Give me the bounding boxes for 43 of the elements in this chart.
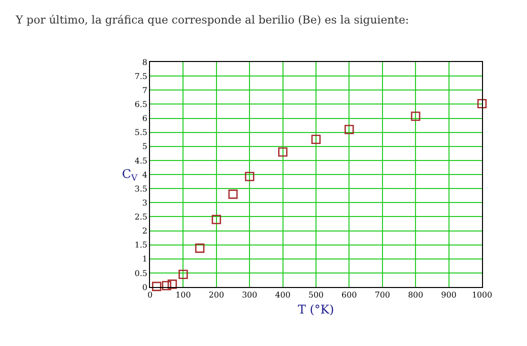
chart-title: Y por último, la gráfica que corresponde al berilio (Be) es la siguiente: xyxy=(14,13,409,26)
point xyxy=(477,98,487,108)
x-tick-label: 800 xyxy=(408,290,424,300)
point xyxy=(178,270,188,279)
point xyxy=(162,280,172,290)
point xyxy=(228,190,238,199)
x-tick-label: 300 xyxy=(242,290,258,300)
y-tick-label: 3 xyxy=(142,198,148,208)
x-tick-label: 1000 xyxy=(472,290,492,300)
x-tick-label: 400 xyxy=(275,290,290,300)
point xyxy=(278,147,288,157)
y-tick-label: 4.5 xyxy=(134,156,148,166)
x-tick-label: 600 xyxy=(342,290,357,300)
y-tick-label: 1.5 xyxy=(134,240,148,250)
point xyxy=(168,280,177,289)
y-tick-label: 8 xyxy=(142,58,148,67)
y-tick-label: 6.5 xyxy=(134,100,148,109)
y-tick-label: 0 xyxy=(142,282,148,292)
x-tick-label: 900 xyxy=(441,290,456,300)
x-tick-label: 700 xyxy=(374,290,390,300)
y-tick-label: 3.5 xyxy=(134,184,148,194)
point xyxy=(410,112,420,121)
point xyxy=(244,172,254,182)
y-tick-label: 7 xyxy=(142,86,148,95)
point xyxy=(212,214,222,224)
point xyxy=(152,282,162,292)
y-axis-title: C$_{V}$ xyxy=(122,167,138,183)
y-tick-label: 5.5 xyxy=(134,128,148,138)
x-tick-label: 100 xyxy=(176,290,191,300)
point xyxy=(195,244,204,253)
y-tick-label: 4 xyxy=(142,170,148,180)
x-axis-title: T (°K) xyxy=(298,302,334,316)
point xyxy=(344,124,354,134)
x-tick-label: 200 xyxy=(208,290,224,300)
y-tick-label: 0.5 xyxy=(134,268,148,278)
y-tick-label: 7.5 xyxy=(134,72,148,81)
point xyxy=(311,134,321,144)
y-tick-label: 5 xyxy=(142,142,148,152)
x-tick-label: 500 xyxy=(308,290,324,300)
y-tick-label: 1 xyxy=(142,254,148,264)
y-tick-label: 2.5 xyxy=(134,212,148,222)
y-tick-label: 2 xyxy=(142,226,148,236)
y-tick-label: 6 xyxy=(142,114,148,124)
